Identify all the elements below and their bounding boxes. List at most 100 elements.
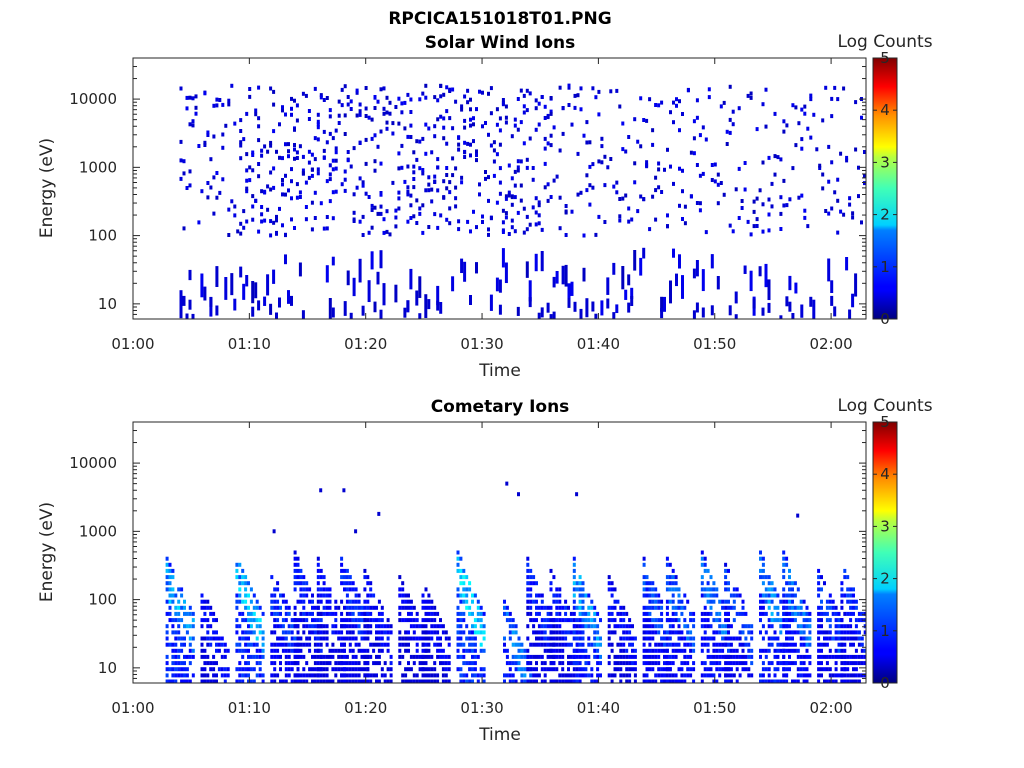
data-cell xyxy=(354,624,358,629)
data-cell xyxy=(776,605,780,610)
data-cell xyxy=(269,303,273,315)
data-cell xyxy=(575,624,579,629)
data-cell xyxy=(188,642,192,647)
data-cell xyxy=(343,679,346,683)
data-cell xyxy=(247,679,250,683)
data-cell xyxy=(724,618,728,623)
data-cell xyxy=(473,648,477,653)
data-cell xyxy=(738,661,742,666)
data-cell xyxy=(328,605,332,610)
data-cell xyxy=(854,673,858,678)
data-cell xyxy=(782,599,786,604)
data-cell xyxy=(837,642,841,647)
data-cell xyxy=(343,667,346,672)
data-cell xyxy=(351,611,355,616)
data-cell xyxy=(357,648,361,653)
data-cell xyxy=(867,649,870,653)
data-cell xyxy=(764,263,768,288)
data-cell xyxy=(409,268,413,290)
data-cell xyxy=(302,605,306,610)
data-cell xyxy=(354,599,358,604)
data-cell xyxy=(427,611,431,616)
data-cell xyxy=(310,152,314,157)
data-cell xyxy=(722,192,726,197)
data-cell xyxy=(284,192,287,197)
data-cell xyxy=(302,654,306,659)
data-cell xyxy=(299,568,303,573)
data-cell xyxy=(622,618,626,623)
data-cell xyxy=(761,102,765,107)
data-cell xyxy=(238,587,242,592)
data-cell xyxy=(535,618,538,623)
data-cell xyxy=(261,630,265,635)
data-cell xyxy=(322,129,326,134)
data-cell xyxy=(331,648,335,653)
data-cell xyxy=(851,211,855,216)
data-cell xyxy=(567,283,571,300)
colorbar-label: Log Counts xyxy=(837,396,932,416)
data-cell xyxy=(308,630,312,635)
data-cell xyxy=(703,587,707,592)
data-cell xyxy=(185,313,189,319)
data-cell xyxy=(328,587,332,592)
data-cell xyxy=(398,587,402,592)
data-cell xyxy=(357,661,361,666)
data-cell xyxy=(618,214,622,219)
data-cell xyxy=(279,642,282,647)
data-cell xyxy=(700,593,704,598)
data-cell xyxy=(820,624,823,629)
data-cell xyxy=(266,184,270,189)
data-cell xyxy=(590,624,594,629)
data-cell xyxy=(597,214,601,219)
data-cell xyxy=(830,160,834,165)
data-cell xyxy=(802,679,806,683)
data-cell xyxy=(599,661,602,666)
data-cell xyxy=(363,630,367,635)
data-cell xyxy=(389,630,393,635)
data-cell xyxy=(596,642,600,647)
data-cell xyxy=(828,605,832,610)
data-cell xyxy=(313,654,317,659)
data-cell xyxy=(215,266,219,287)
colorbar-tick-label: 0 xyxy=(880,674,890,692)
data-cell xyxy=(479,605,483,610)
data-cell xyxy=(304,93,308,98)
data-cell xyxy=(532,599,536,604)
data-cell xyxy=(552,636,556,641)
data-cell xyxy=(540,251,544,272)
data-cell xyxy=(462,599,466,604)
data-cell xyxy=(572,581,576,586)
data-cell xyxy=(645,618,649,623)
data-cell xyxy=(520,648,524,653)
data-cell xyxy=(529,568,533,573)
data-cell xyxy=(827,258,831,282)
data-cell xyxy=(581,624,585,629)
data-cell xyxy=(397,190,401,195)
data-cell xyxy=(293,642,297,647)
data-cell xyxy=(209,157,213,162)
data-cell xyxy=(424,605,428,610)
data-cell xyxy=(191,96,195,101)
data-cell xyxy=(316,575,320,580)
data-cell xyxy=(508,611,512,616)
data-cell xyxy=(351,581,355,586)
data-cell xyxy=(668,673,672,678)
data-cell xyxy=(631,654,634,659)
data-cell xyxy=(529,581,533,586)
data-cell xyxy=(469,117,472,122)
data-cell xyxy=(206,673,210,678)
data-cell xyxy=(479,624,483,629)
data-cell xyxy=(669,110,672,115)
data-cell xyxy=(776,679,780,683)
data-cell xyxy=(383,624,387,629)
data-cell xyxy=(642,673,646,678)
data-cell xyxy=(249,630,253,635)
data-cell xyxy=(252,611,256,616)
data-cell xyxy=(407,679,410,683)
data-cell xyxy=(805,667,809,672)
data-cell xyxy=(203,648,207,653)
data-cell xyxy=(700,581,704,586)
data-cell xyxy=(863,661,866,666)
data-cell xyxy=(618,218,622,223)
data-cell xyxy=(513,169,517,174)
